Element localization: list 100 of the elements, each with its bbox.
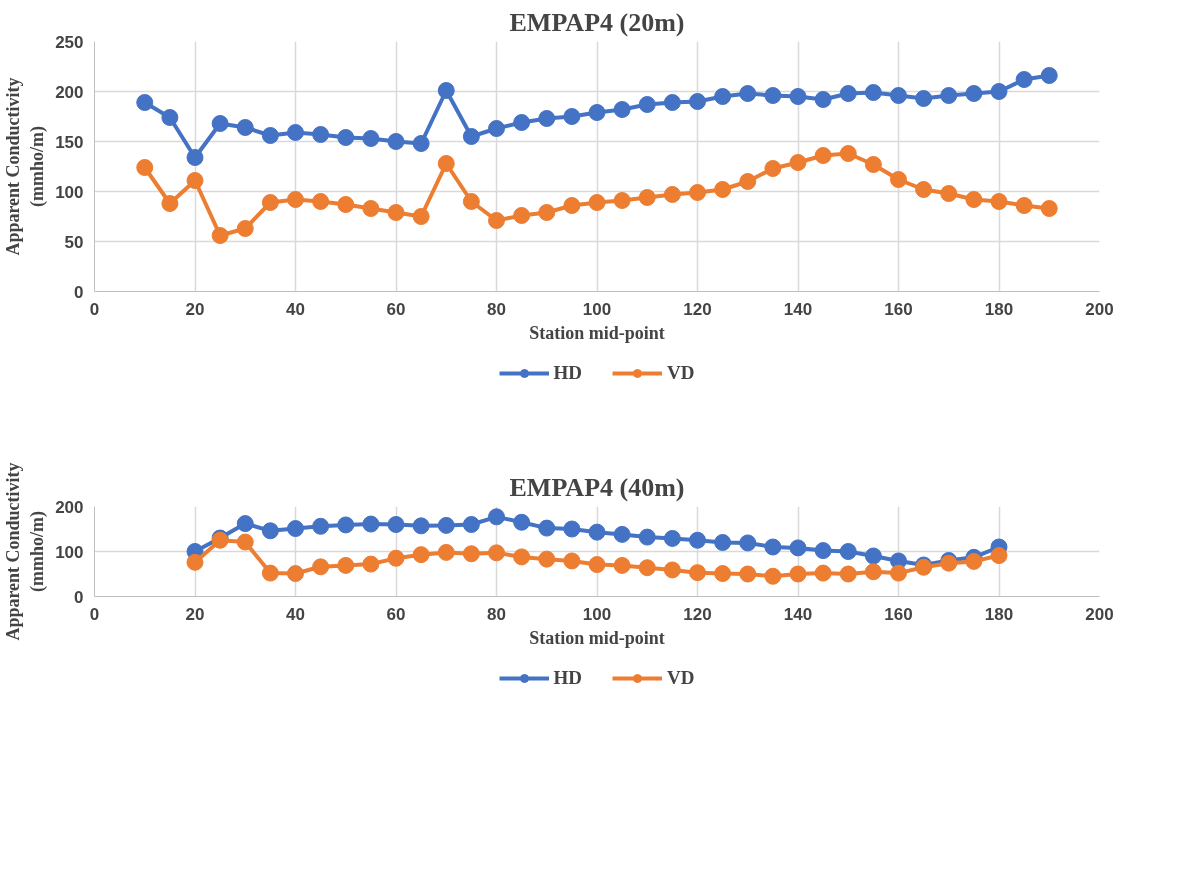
point	[764, 538, 782, 556]
point	[236, 220, 254, 237]
point	[814, 147, 832, 164]
point	[563, 520, 581, 538]
x-axis-title: Station mid-point	[529, 322, 665, 343]
point	[613, 525, 631, 543]
point	[588, 194, 606, 211]
point	[186, 172, 204, 189]
x-tick-label: 40	[286, 299, 305, 319]
point	[513, 513, 531, 531]
point	[362, 515, 380, 533]
point	[462, 193, 480, 210]
point	[663, 561, 681, 579]
y-tick-label: 100	[55, 542, 84, 562]
y-tick-label: 200	[55, 497, 84, 517]
x-tick-label: 60	[386, 299, 406, 319]
point	[362, 200, 380, 217]
point	[437, 82, 455, 99]
point	[1040, 200, 1058, 217]
legend-label: VD	[667, 667, 695, 689]
point	[513, 207, 531, 224]
point	[764, 160, 782, 177]
point	[412, 135, 430, 152]
point	[864, 84, 882, 101]
point	[839, 565, 857, 583]
point	[563, 108, 581, 125]
point	[839, 543, 857, 560]
x-tick-label: 0	[89, 604, 100, 624]
point	[1040, 67, 1058, 84]
point	[462, 128, 480, 145]
point	[739, 534, 757, 552]
point	[287, 191, 304, 208]
point	[990, 83, 1008, 100]
point	[814, 564, 832, 582]
x-tick-label: 40	[286, 604, 305, 624]
point	[437, 516, 455, 534]
point	[136, 159, 154, 176]
point	[337, 129, 355, 146]
point	[689, 184, 706, 201]
y-axis-title: Apparent Conductivity (mmho/m)	[3, 77, 49, 256]
point	[714, 534, 732, 551]
x-tick-label: 160	[884, 299, 913, 319]
point	[940, 185, 958, 202]
point	[312, 558, 330, 576]
x-tick-label: 60	[386, 604, 406, 624]
point	[714, 88, 732, 105]
point	[638, 528, 656, 546]
point	[287, 124, 304, 141]
point	[814, 91, 832, 108]
point	[261, 194, 279, 211]
x-axis-title: Station mid-point	[529, 627, 665, 648]
x-tick-label: 100	[582, 604, 612, 624]
point	[488, 544, 505, 562]
point	[990, 547, 1008, 565]
legend-label: VD	[667, 362, 695, 384]
point	[588, 556, 606, 574]
point	[613, 192, 631, 209]
point	[337, 556, 355, 574]
x-tick-label: 200	[1085, 299, 1114, 319]
point	[538, 550, 556, 568]
point	[538, 519, 556, 537]
point	[362, 130, 380, 147]
point	[488, 212, 505, 229]
point	[211, 227, 229, 244]
point	[663, 186, 681, 203]
point	[538, 204, 556, 221]
point	[261, 564, 279, 582]
point	[638, 96, 656, 113]
point	[312, 517, 330, 535]
legend-label: HD	[553, 362, 583, 384]
point	[412, 208, 430, 225]
point	[462, 545, 480, 563]
point	[186, 553, 204, 571]
point	[538, 110, 556, 127]
point	[437, 543, 455, 561]
point	[387, 133, 405, 150]
y-tick-label: 0	[74, 282, 84, 302]
point	[261, 127, 279, 144]
point	[211, 115, 229, 132]
x-tick-label: 100	[582, 299, 612, 319]
y-tick-label: 0	[74, 587, 84, 607]
point	[638, 189, 656, 206]
point	[488, 508, 505, 526]
point	[337, 196, 355, 213]
point	[990, 193, 1008, 210]
point	[613, 101, 631, 118]
point	[236, 119, 254, 136]
y-axis-title: Apparent Conductivity (mmho/m)	[3, 462, 49, 641]
point	[186, 149, 204, 166]
y-tick-label: 50	[64, 232, 84, 252]
point	[789, 154, 807, 171]
point	[789, 88, 807, 105]
point	[689, 93, 706, 110]
x-tick-label: 20	[185, 299, 205, 319]
point	[437, 155, 455, 172]
point	[915, 90, 933, 107]
point	[287, 520, 304, 538]
x-tick-label: 120	[683, 604, 712, 624]
point	[387, 204, 405, 221]
point	[136, 94, 154, 111]
